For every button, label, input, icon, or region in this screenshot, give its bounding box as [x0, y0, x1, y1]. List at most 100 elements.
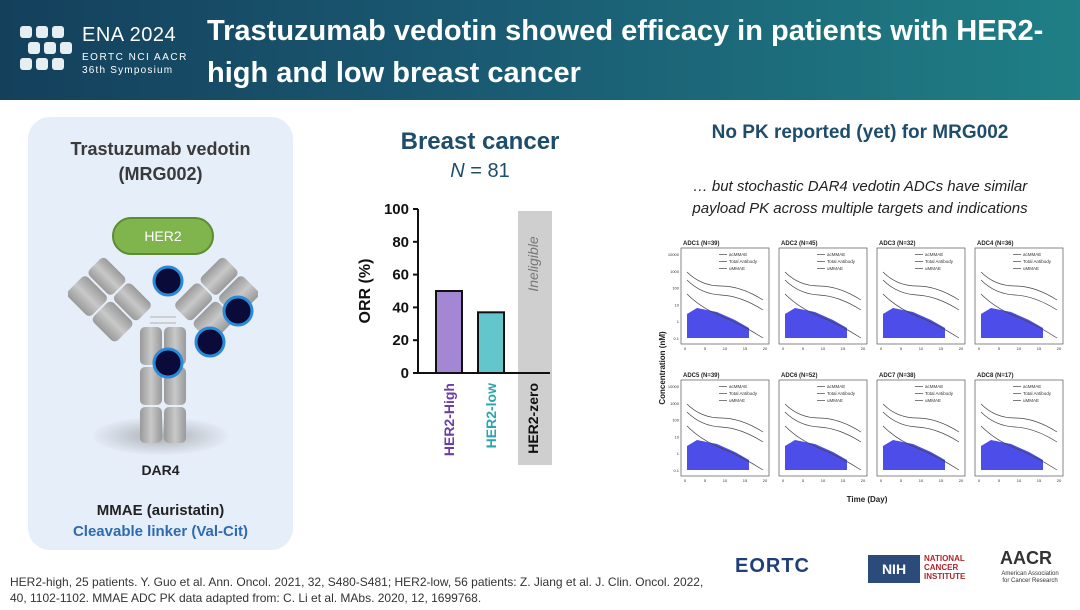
pk-x-tick-label: 10: [1017, 478, 1022, 483]
hex-dot-icon: [28, 42, 40, 54]
pk-panel: ADC1 (N=39)10000 1000 100 10 1 0.1 0 5 10 15 20 acM…: [668, 241, 770, 351]
pk-curve: [784, 411, 862, 443]
hex-dot-icon: [52, 58, 64, 70]
payload-icon: [222, 295, 254, 327]
pk-panel-title: ADC1 (N=39): [683, 241, 720, 247]
pk-panel: ADC3 (N=32) 0 5 10 15 20 acMMAE Total Antibody u…: [876, 241, 966, 351]
n-value: = 81: [470, 160, 510, 182]
pk-legend-label: uMMAE: [729, 398, 745, 403]
pk-panel-title: ADC7 (N=38): [879, 373, 916, 379]
pk-curve: [882, 279, 960, 311]
payload-icon: [152, 347, 184, 379]
pk-legend-label: Total Antibody: [1023, 259, 1052, 264]
pk-curve: [882, 293, 960, 339]
orr-bar: [477, 311, 505, 374]
pk-panel-title: ADC6 (N=52): [781, 373, 818, 379]
pk-curve: [686, 279, 764, 311]
pk-umm-area: [883, 440, 945, 470]
hex-dot-icon: [60, 42, 72, 54]
pk-y-tick-label: 100: [672, 418, 679, 423]
pk-x-tick-label: 10: [821, 478, 826, 483]
pk-x-tick-label: 15: [841, 346, 846, 351]
aacr-logo: AACR: [1000, 548, 1052, 568]
antibody-diagram: [68, 257, 258, 443]
pk-subtitle-line1: … but stochastic DAR4 vedotin ADCs have …: [692, 178, 1028, 195]
pk-x-tick-label: 20: [959, 478, 964, 483]
antibody-fc-segment: [164, 407, 186, 443]
pk-umm-area: [785, 308, 847, 338]
pk-x-tick-label: 20: [763, 478, 768, 483]
sample-size: N = 81: [380, 160, 580, 183]
antibody-fc-segment: [140, 407, 162, 443]
pk-x-tick-label: 0: [880, 346, 883, 351]
pk-curve: [882, 271, 960, 301]
pk-x-tick-label: 15: [743, 478, 748, 483]
pk-y-tick-label: 10000: [668, 252, 680, 257]
y-tick-label: 40: [392, 299, 409, 316]
pk-panel-title: ADC5 (N=39): [683, 373, 720, 379]
x-tick-label: HER2-low: [483, 383, 499, 448]
y-tick-label: 0: [401, 365, 409, 382]
pk-figure: Concentration (nM)Time (Day)ADC1 (N=39)1…: [658, 241, 1064, 504]
adc-name: Trastuzumab vedotin: [70, 139, 251, 159]
pk-x-tick-label: 20: [1057, 346, 1062, 351]
pk-panel: ADC8 (N=17) 0 5 10 15 20 acMMAE Total Antibody u…: [974, 373, 1064, 483]
pk-x-tick-label: 10: [821, 346, 826, 351]
pk-x-tick-label: 15: [1037, 346, 1042, 351]
pk-x-tick-label: 20: [861, 478, 866, 483]
hex-dot-icon: [36, 58, 48, 70]
pk-curve: [980, 293, 1058, 339]
nih-logo: NIH: [868, 555, 920, 583]
pk-x-axis-label: Time (Day): [847, 495, 888, 504]
pk-legend-label: Total Antibody: [729, 259, 758, 264]
pk-x-tick-label: 0: [978, 478, 981, 483]
pk-x-tick-label: 0: [880, 478, 883, 483]
logo-symposium: 36th Symposium: [82, 65, 174, 76]
payload-icon: [152, 265, 184, 297]
pk-legend-label: Total Antibody: [925, 391, 954, 396]
pk-curve: [980, 411, 1058, 443]
pk-x-tick-label: 15: [1037, 478, 1042, 483]
pk-legend-label: Total Antibody: [729, 391, 758, 396]
pk-curve: [686, 293, 764, 339]
pk-legend-label: uMMAE: [925, 266, 941, 271]
orr-bar: [435, 290, 463, 374]
pk-legend-label: uMMAE: [827, 266, 843, 271]
pk-legend-label: acMMAE: [827, 384, 845, 389]
adc-code: (MRG002): [118, 164, 203, 184]
pk-curve: [686, 411, 764, 443]
pk-legend-label: acMMAE: [1023, 252, 1041, 257]
antibody-fc-segment: [140, 367, 162, 405]
her2-target-pill: HER2: [112, 217, 214, 255]
pk-x-tick-label: 15: [939, 346, 944, 351]
pk-y-tick-label: 100: [672, 286, 679, 291]
hex-dot-icon: [36, 26, 48, 38]
ena-logo: ENA 2024 EORTC NCI AACR 36th Symposium: [20, 22, 190, 82]
pk-x-tick-label: 5: [802, 478, 805, 483]
pk-panel: ADC7 (N=38) 0 5 10 15 20 acMMAE Total Antibody u…: [876, 373, 966, 483]
pk-x-tick-label: 20: [1057, 478, 1062, 483]
pk-legend-label: acMMAE: [1023, 384, 1041, 389]
pk-x-tick-label: 10: [723, 346, 728, 351]
linker-label: Cleavable linker (Val-Cit): [72, 523, 249, 540]
pk-umm-area: [981, 308, 1043, 338]
nci-line: NATIONAL: [924, 554, 965, 563]
ineligible-band: [518, 211, 552, 465]
nci-logo-text: NATIONAL CANCER INSTITUTE: [924, 554, 965, 581]
pk-panel: ADC4 (N=36) 0 5 10 15 20 acMMAE Total Antibody u…: [974, 241, 1064, 351]
pk-y-tick-label: 10: [675, 302, 680, 307]
pk-y-axis-label: Concentration (nM): [658, 331, 667, 405]
pk-curve: [980, 425, 1058, 471]
pk-curve: [980, 271, 1058, 301]
pk-curve: [686, 271, 764, 301]
pk-curve: [686, 425, 764, 471]
pk-umm-area: [981, 440, 1043, 470]
pk-x-tick-label: 20: [861, 346, 866, 351]
dar-label: DAR4: [141, 462, 180, 478]
pk-panel: ADC5 (N=39)10000 1000 100 10 1 0.1 0 5 10 15 20 acM…: [668, 373, 770, 483]
pk-x-tick-label: 10: [1017, 346, 1022, 351]
pk-curve: [784, 271, 862, 301]
pk-legend-label: uMMAE: [729, 266, 745, 271]
pk-x-tick-label: 5: [704, 478, 707, 483]
